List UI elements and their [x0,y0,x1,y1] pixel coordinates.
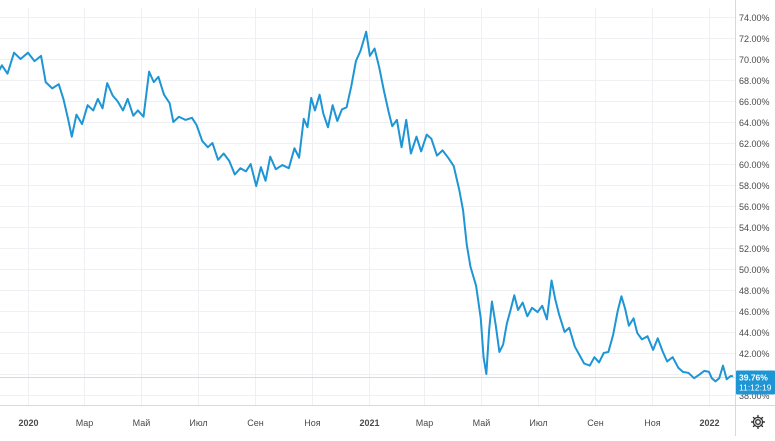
series-line [0,30,734,383]
x-tick-label: Май [133,418,151,428]
x-tick-label: Мар [76,418,94,428]
y-tick-label: 60.00% [739,160,770,170]
y-tick-label: 52.00% [739,244,770,254]
x-tick-label: Июл [189,418,207,428]
y-tick-label: 66.00% [739,97,770,107]
y-tick-label: 50.00% [739,265,770,275]
x-tick-label: Июл [529,418,547,428]
settings-button[interactable] [747,411,769,433]
current-value-badge: 39.76%11:12:19 [736,370,775,395]
y-tick-label: 74.00% [739,13,770,23]
x-tick-label: 2020 [18,418,38,428]
current-value-badge-bg [736,370,775,395]
y-axis-labels: 38.00%40.00%42.00%44.00%46.00%48.00%50.0… [739,13,770,401]
x-tick-label: Мар [416,418,434,428]
x-tick-label: 2022 [699,418,719,428]
current-value-label: 39.76% [739,373,768,383]
x-tick-label: Сен [247,418,264,428]
y-tick-label: 42.00% [739,349,770,359]
x-tick-label: Май [473,418,491,428]
x-tick-label: Ноя [644,418,661,428]
x-tick-label: 2021 [359,418,379,428]
y-tick-label: 64.00% [739,118,770,128]
y-tick-label: 58.00% [739,181,770,191]
y-tick-label: 48.00% [739,286,770,296]
x-axis-labels: 2020 Мар Май Июл Сен Ноя 2021 Мар Май Июл Сен Ноя 20… [18,418,719,428]
y-tick-label: 46.00% [739,307,770,317]
x-tick-label: Сен [587,418,604,428]
y-tick-label: 70.00% [739,55,770,65]
series-layer [0,30,734,383]
y-tick-label: 56.00% [739,202,770,212]
grid [0,8,735,405]
y-tick-label: 54.00% [739,223,770,233]
y-tick-label: 68.00% [739,76,770,86]
current-value-time: 11:12:19 [739,383,772,393]
gear-icon [750,414,766,430]
y-tick-label: 72.00% [739,34,770,44]
x-tick-label: Ноя [304,418,321,428]
y-tick-label: 44.00% [739,328,770,338]
y-tick-label: 62.00% [739,139,770,149]
y-tick-label: 38.00% [739,391,770,401]
